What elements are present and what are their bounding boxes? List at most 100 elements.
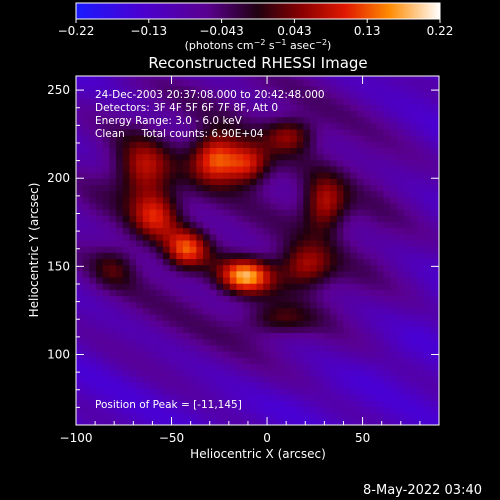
heatmap-cell [223, 350, 231, 358]
heatmap-cell [410, 381, 418, 389]
heatmap-cell [249, 190, 258, 198]
heatmap-cell [383, 387, 391, 395]
heatmap-cell [229, 363, 238, 371]
heatmap-cell [136, 135, 144, 142]
heatmap-cell [156, 381, 164, 389]
heatmap-cell [263, 363, 271, 371]
heatmap-cell [176, 85, 184, 93]
heatmap-cell [283, 184, 291, 192]
heatmap-cell [310, 394, 318, 401]
heatmap-cell [343, 252, 351, 260]
heatmap-cell [149, 289, 157, 297]
heatmap-cell [182, 307, 191, 315]
heatmap-cell [350, 98, 358, 105]
heatmap-cell [437, 165, 439, 173]
heatmap-cell [350, 184, 358, 192]
heatmap-cell [236, 313, 244, 321]
heatmap-cell [149, 110, 157, 118]
heatmap-cell [102, 233, 111, 241]
heatmap-cell [129, 412, 137, 420]
heatmap-cell [356, 141, 365, 148]
heatmap-cell [169, 369, 177, 377]
heatmap-cell [116, 332, 124, 340]
heatmap-cell [96, 283, 104, 290]
heatmap-cell [283, 387, 291, 395]
heatmap-cell [209, 350, 218, 358]
heatmap-cell [423, 79, 432, 87]
heatmap-cell [376, 98, 385, 105]
heatmap-cell [410, 369, 418, 377]
heatmap-cell [129, 209, 137, 216]
heatmap-cell [403, 122, 411, 130]
heatmap-cell [149, 184, 157, 192]
heatmap-cell [356, 233, 365, 241]
heatmap-cell [209, 344, 218, 352]
heatmap-cell [209, 153, 218, 161]
heatmap-cell [182, 338, 191, 346]
heatmap-cell [410, 116, 418, 124]
heatmap-cell [283, 141, 291, 148]
heatmap-cell [437, 295, 439, 303]
heatmap-cell [142, 338, 151, 346]
heatmap-cell [396, 375, 405, 383]
heatmap-cell [196, 332, 204, 340]
heatmap-cell [182, 116, 191, 124]
heatmap-cell [336, 387, 345, 395]
heatmap-cell [189, 320, 197, 327]
heatmap-cell [129, 381, 137, 389]
heatmap-cell [102, 165, 111, 173]
heatmap-cell [289, 270, 298, 278]
heatmap-cell [142, 91, 151, 99]
heatmap-cell [169, 350, 177, 358]
heatmap-cell [403, 406, 411, 414]
heatmap-cell [283, 153, 291, 161]
heatmap-cell [162, 363, 171, 371]
heatmap-cell [383, 369, 391, 377]
heatmap-cell [229, 295, 238, 303]
heatmap-cell [296, 221, 304, 229]
heatmap-cell [223, 128, 231, 136]
heatmap-cell [116, 357, 124, 364]
heatmap-cell [363, 326, 371, 334]
heatmap-cell [410, 357, 418, 364]
heatmap-cell [343, 172, 351, 179]
heatmap-cell [376, 350, 385, 358]
heatmap-cell [122, 79, 131, 87]
heatmap-cell [323, 246, 331, 253]
heatmap-cell [82, 239, 90, 247]
heatmap-cell [102, 246, 111, 253]
heatmap-cell [223, 227, 231, 235]
heatmap-cell [303, 258, 311, 266]
heatmap-cell [96, 153, 104, 161]
heatmap-cell [417, 307, 425, 315]
heatmap-cell [370, 110, 378, 118]
heatmap-cell [162, 270, 171, 278]
heatmap-cell [269, 233, 278, 241]
heatmap-cell [96, 418, 104, 425]
heatmap-cell [343, 147, 351, 155]
heatmap-cell [343, 295, 351, 303]
heatmap-cell [256, 110, 264, 118]
heatmap-cell [76, 98, 84, 105]
heatmap-cell [417, 128, 425, 136]
heatmap-cell [363, 307, 371, 315]
heatmap-cell [136, 116, 144, 124]
heatmap-cell [216, 122, 224, 130]
heatmap-cell [162, 350, 171, 358]
heatmap-cell [370, 122, 378, 130]
heatmap-cell [396, 326, 405, 334]
heatmap-cell [343, 375, 351, 383]
heatmap-cell [336, 91, 345, 99]
heatmap-cell [296, 110, 304, 118]
heatmap-cell [149, 301, 157, 309]
heatmap-cell [376, 387, 385, 395]
heatmap-cell [396, 357, 405, 364]
heatmap-cell [316, 184, 325, 192]
heatmap-cell [122, 209, 131, 216]
heatmap-cell [376, 320, 385, 327]
heatmap-cell [176, 363, 184, 371]
heatmap-cell [316, 104, 325, 111]
heatmap-cell [376, 165, 385, 173]
heatmap-cell [336, 79, 345, 87]
heatmap-cell [310, 375, 318, 383]
